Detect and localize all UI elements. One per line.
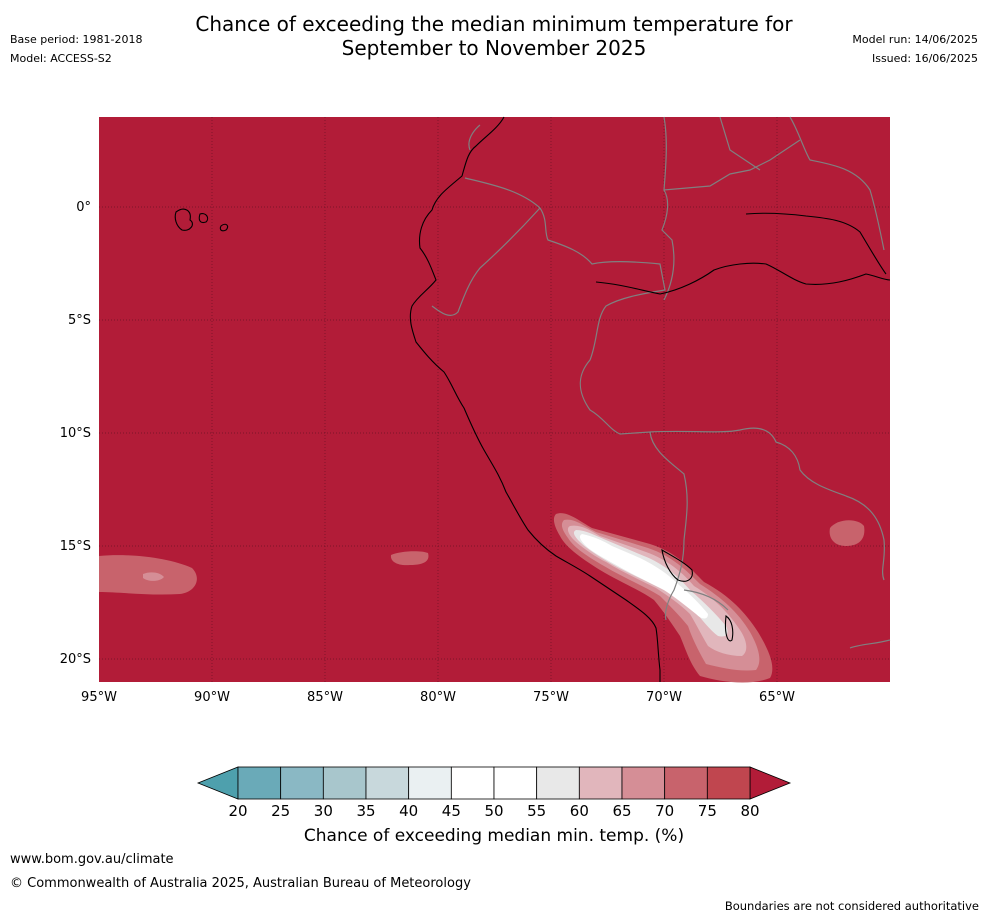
colorbar-tick-label: 80 bbox=[740, 802, 759, 820]
colorbar-over-arrow bbox=[749, 766, 792, 800]
colorbar-tick-label: 45 bbox=[442, 802, 461, 820]
patch-bolivia-east bbox=[829, 520, 865, 546]
country-borders bbox=[431, 116, 891, 649]
lon-label-70w: 70°W bbox=[646, 690, 682, 705]
lon-label-65w: 65°W bbox=[759, 690, 795, 705]
colorbar-tick-label: 35 bbox=[356, 802, 375, 820]
lat-label-0: 0° bbox=[76, 200, 91, 215]
lon-label-80w: 80°W bbox=[420, 690, 456, 705]
colorbar-title: Chance of exceeding median min. temp. (%… bbox=[303, 826, 685, 846]
meta-right: Model run: 14/06/2025 Issued: 16/06/2025 bbox=[852, 30, 978, 68]
colorbar-tick-label: 40 bbox=[399, 802, 418, 820]
colorbar-tick-label: 70 bbox=[655, 802, 674, 820]
title-line-1: Chance of exceeding the median minimum t… bbox=[195, 12, 793, 36]
colorbar-tick-label: 25 bbox=[271, 802, 290, 820]
colorbar: 20 25 30 35 40 45 50 55 60 65 70 75 80 bbox=[196, 766, 792, 820]
colorbar-cell bbox=[365, 766, 410, 800]
footer-copyright: © Commonwealth of Australia 2025, Austra… bbox=[10, 876, 471, 891]
lat-label-15s: 15°S bbox=[60, 539, 91, 554]
meta-left: Base period: 1981-2018 Model: ACCESS-S2 bbox=[10, 30, 142, 68]
colorbar-tick-label: 65 bbox=[612, 802, 631, 820]
lon-label-85w: 85°W bbox=[307, 690, 343, 705]
colorbar-cell bbox=[450, 766, 495, 800]
colorbar-tick-label: 60 bbox=[570, 802, 589, 820]
colorbar-tick-label: 30 bbox=[314, 802, 333, 820]
colorbar-cell bbox=[621, 766, 666, 800]
colorbar-tick-label: 55 bbox=[527, 802, 546, 820]
model-run: Model run: 14/06/2025 bbox=[852, 33, 978, 46]
colorbar-cell bbox=[578, 766, 623, 800]
gridlines bbox=[99, 117, 890, 682]
lat-labels: 0° 5°S 10°S 15°S 20°S bbox=[60, 200, 91, 667]
colorbar-cell bbox=[322, 766, 367, 800]
map-ocean-land-fill bbox=[99, 117, 890, 682]
colorbar-tick-label: 75 bbox=[698, 802, 717, 820]
colorbar-cell bbox=[536, 766, 580, 800]
colorbar-cell bbox=[493, 766, 538, 800]
coastlines bbox=[174, 116, 891, 682]
colorbar-under-arrow bbox=[196, 766, 239, 800]
contour-patches bbox=[99, 513, 865, 683]
lon-label-95w: 95°W bbox=[81, 690, 117, 705]
colorbar-cell bbox=[237, 766, 282, 800]
footer-disclaimer: Boundaries are not considered authoritat… bbox=[724, 899, 979, 913]
lon-label-90w: 90°W bbox=[194, 690, 230, 705]
footer-url[interactable]: www.bom.gov.au/climate bbox=[10, 852, 174, 867]
lon-labels: 95°W 90°W 85°W 80°W 75°W 70°W 65°W bbox=[81, 690, 795, 705]
band-50-55 bbox=[579, 534, 708, 619]
lon-label-75w: 75°W bbox=[533, 690, 569, 705]
colorbar-cell bbox=[408, 766, 452, 800]
map-title: Chance of exceeding the median minimum t… bbox=[0, 12, 988, 60]
lat-label-5s: 5°S bbox=[68, 313, 91, 328]
colorbar-tick-label: 50 bbox=[484, 802, 503, 820]
patch-ocean-small bbox=[390, 551, 429, 566]
issued-date: Issued: 16/06/2025 bbox=[871, 52, 978, 65]
patch-west-ocean-inner bbox=[143, 572, 164, 581]
colorbar-cell bbox=[664, 766, 708, 800]
colorbar-cell bbox=[280, 766, 324, 800]
title-line-2: September to November 2025 bbox=[341, 36, 647, 60]
lat-label-20s: 20°S bbox=[60, 652, 91, 667]
base-period: Base period: 1981-2018 bbox=[10, 33, 143, 46]
colorbar-cell bbox=[706, 766, 751, 800]
lat-label-10s: 10°S bbox=[60, 426, 91, 441]
colorbar-tick-label: 20 bbox=[228, 802, 247, 820]
model-name: Model: ACCESS-S2 bbox=[10, 52, 112, 65]
